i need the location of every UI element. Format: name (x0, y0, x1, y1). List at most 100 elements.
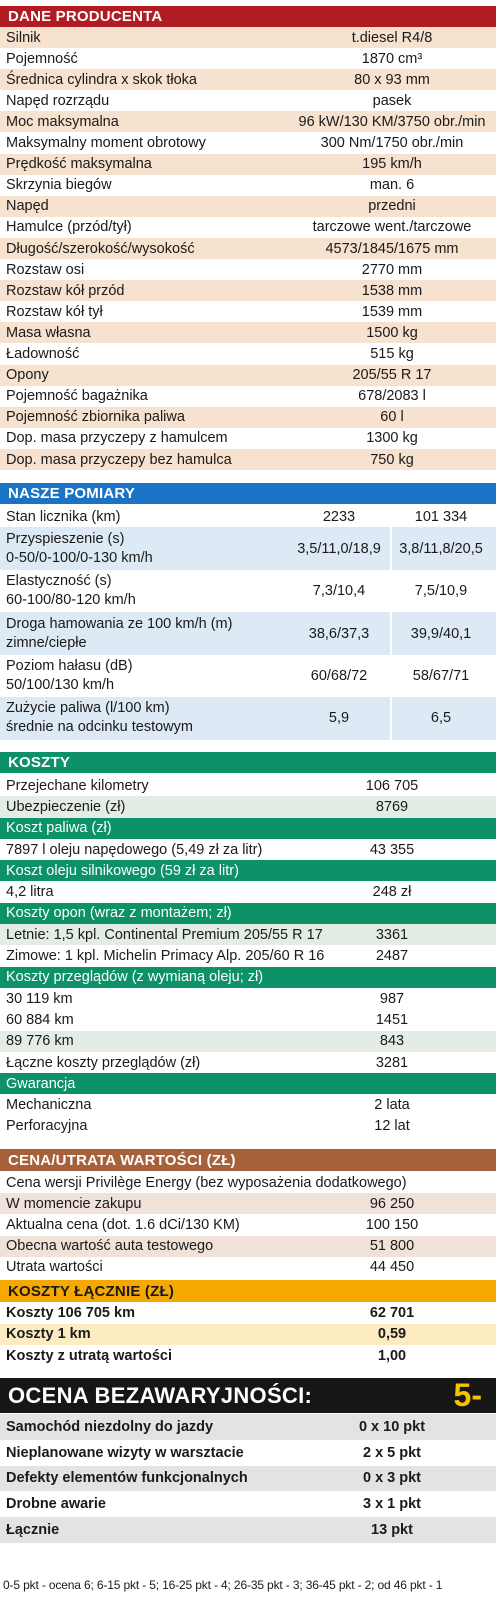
dane-row-value: 300 Nm/1750 obr./min (320, 135, 464, 152)
cena-row-value: 51 800 (369, 1238, 415, 1255)
cena-row-value: 44 450 (369, 1259, 415, 1276)
laczne-row-label: Koszty 106 705 km (6, 1304, 135, 1321)
pomiary-value-second: 39,9/40,1 (410, 625, 472, 642)
dane-row: Skrzynia biegów man. 6 (0, 175, 496, 196)
koszty-row: 7897 l oleju napędowego (5,49 zł za litr… (0, 839, 496, 860)
koszty-row: 89 776 km 843 (0, 1030, 496, 1052)
dane-row-label: Prędkość maksymalna (6, 156, 152, 173)
koszty-row: Zimowe: 1 kpl. Michelin Primacy Alp. 205… (0, 945, 496, 966)
pomiary-value-first: 3,5/11,0/18,9 (297, 540, 381, 557)
cena-title: CENA/UTRATA WARTOŚCI (ZŁ) (8, 1151, 236, 1169)
ocena-header: OCENA BEZAWARYJNOŚCI: 5- (0, 1377, 496, 1413)
dane-row-value: 678/2083 l (358, 388, 426, 405)
pomiary-row-label-main: Zużycie paliwa (l/100 km) (6, 700, 170, 717)
laczne-row: Koszty z utratą wartości 1,00 (0, 1345, 496, 1367)
dane-row-label: Ładowność (6, 346, 80, 363)
koszty-row-label: 60 884 km (6, 1011, 74, 1028)
dane-row-label: Maksymalny moment obrotowy (6, 135, 206, 152)
pomiary-row-label-detail: średnie na odcinku testowym (6, 719, 193, 736)
koszty-row: 30 119 km 987 (0, 988, 496, 1009)
koszty-subheader: Koszty opon (wraz z montażem; zł) (0, 902, 496, 925)
cena-row-label: Aktualna cena (dot. 1.6 dCi/130 KM) (6, 1216, 240, 1233)
dane-row-value: 1300 kg (366, 430, 418, 447)
koszty-subheader-label: Koszty opon (wraz z montażem; zł) (6, 905, 232, 922)
ocena-row: Defekty elementów funkcjonalnych 0 x 3 pk… (0, 1465, 496, 1492)
koszty-row-label: Ubezpieczenie (zł) (6, 798, 126, 815)
dane-row: Prędkość maksymalna 195 km/h (0, 153, 496, 175)
koszty-row: 4,2 litra 248 zł (0, 882, 496, 903)
pomiary-header: NASZE POMIARY (0, 483, 496, 504)
dane-row-value: przedni (368, 198, 416, 215)
dane-row-value: pasek (372, 92, 412, 109)
pomiary-row-label: Poziom hałasu (dB) 50/100/130 km/h (6, 655, 133, 697)
dane-row: Masa własna 1500 kg (0, 322, 496, 344)
koszty-subheader-label: Koszt paliwa (zł) (6, 820, 112, 837)
dane-row-label: Pojemność (6, 50, 78, 67)
dane-row-label: Rozstaw kół przód (6, 282, 125, 299)
dane-row-value: 1500 kg (366, 324, 418, 341)
ocena-row-value: 2 x 5 pkt (362, 1444, 422, 1461)
cena-row: Cena wersji Privilège Energy (bez wyposa… (0, 1172, 496, 1193)
ocena-row-value: 0 x 3 pkt (362, 1470, 422, 1487)
koszty-subheader: Koszt oleju silnikowego (59 zł za litr) (0, 860, 496, 882)
ocena-row-label: Defekty elementów funkcjonalnych (6, 1470, 248, 1487)
dane-row-value: 1538 mm (361, 282, 423, 299)
pomiary-column-divider (390, 654, 392, 698)
ocena-title: OCENA BEZAWARYJNOŚCI: (8, 1382, 313, 1408)
dane-row-label: Rozstaw kół tył (6, 303, 103, 320)
dane-row-label: Silnik (6, 29, 41, 46)
dane-row-label: Hamulce (przód/tył) (6, 219, 132, 236)
dane-row-label: Opony (6, 367, 49, 384)
koszty-row: Łączne koszty przeglądów (zł) 3281 (0, 1052, 496, 1073)
koszty-row-value: 2487 (375, 948, 409, 965)
laczne-title: KOSZTY ŁĄCZNIE (ZŁ) (8, 1282, 175, 1300)
dane-row-label: Dop. masa przyczepy bez hamulca (6, 451, 232, 468)
cena-row-label: Cena wersji Privilège Energy (bez wyposa… (6, 1174, 407, 1191)
ocena-grade: 5- (453, 1377, 482, 1413)
dane-row-label: Średnica cylindra x skok tłoka (6, 71, 197, 88)
koszty-row-value: 106 705 (365, 777, 419, 794)
dane-row-label: Skrzynia biegów (6, 177, 112, 194)
dane-row-value: 515 kg (370, 346, 414, 363)
pomiary-column-divider (390, 570, 392, 613)
dane-row: Rozstaw kół tył 1539 mm (0, 301, 496, 322)
koszty-row-label: 89 776 km (6, 1033, 74, 1050)
dane-row: Dop. masa przyczepy bez hamulca 750 kg (0, 449, 496, 471)
dane-row-value: 195 km/h (362, 156, 422, 173)
pomiary-row-label-detail: 50/100/130 km/h (6, 676, 115, 693)
dane-row: Dop. masa przyczepy z hamulcem 1300 kg (0, 428, 496, 449)
pomiary-row-label: Elastyczność (s) 60-100/80-120 km/h (6, 570, 136, 612)
ocena-row-label: Samochód niezdolny do jazdy (6, 1418, 214, 1435)
cena-row: Aktualna cena (dot. 1.6 dCi/130 KM) 100 1… (0, 1214, 496, 1235)
koszty-subheader: Koszty przeglądów (z wymianą oleju; zł) (0, 966, 496, 988)
pomiary-row-label-main: Stan licznika (km) (6, 508, 121, 525)
ocena-row-label: Nieplanowane wizyty w warsztacie (6, 1444, 244, 1461)
dane-header: DANE PRODUCENTA (0, 6, 496, 27)
pomiary-row-label: Droga hamowania ze 100 km/h (m) zimne/cie… (6, 612, 232, 654)
ocena-row-value: 3 x 1 pkt (362, 1496, 422, 1513)
koszty-row: Mechaniczna 2 lata (0, 1095, 496, 1116)
pomiary-row-label-detail: 0-50/0-100/0-130 km/h (6, 549, 153, 566)
dane-row: Silnik t.diesel R4/8 (0, 27, 496, 49)
koszty-row-label: Przejechane kilometry (6, 777, 149, 794)
koszty-title: KOSZTY (8, 754, 71, 771)
dane-row-value: t.diesel R4/8 (351, 29, 433, 46)
pomiary-row-label-main: Droga hamowania ze 100 km/h (m) (6, 615, 233, 632)
pomiary-row: Stan licznika (km) 2233 101 334 (0, 506, 496, 527)
dane-row-value: 750 kg (370, 451, 414, 468)
koszty-row-label: Łączne koszty przeglądów (zł) (6, 1054, 201, 1071)
koszty-row-value: 987 (379, 990, 405, 1007)
koszty-subheader-label: Gwarancja (6, 1075, 76, 1092)
pomiary-value-first: 5,9 (328, 710, 350, 727)
pomiary-value-second: 58/67/71 (412, 667, 470, 684)
laczne-row-label: Koszty 1 km (6, 1326, 91, 1343)
dane-row-value: 1539 mm (361, 303, 423, 320)
koszty-row-value: 1451 (375, 1011, 409, 1028)
cena-row-label: W momencie zakupu (6, 1195, 142, 1212)
koszty-row: Letnie: 1,5 kpl. Continental Premium 205… (0, 924, 496, 946)
pomiary-row-label: Stan licznika (km) (6, 506, 120, 527)
koszty-row-label: Perforacyjna (6, 1118, 88, 1135)
pomiary-column-divider (390, 527, 392, 570)
dane-row-label: Napęd rozrządu (6, 92, 110, 109)
pomiary-row: Zużycie paliwa (l/100 km) średnie na odci… (0, 697, 496, 740)
